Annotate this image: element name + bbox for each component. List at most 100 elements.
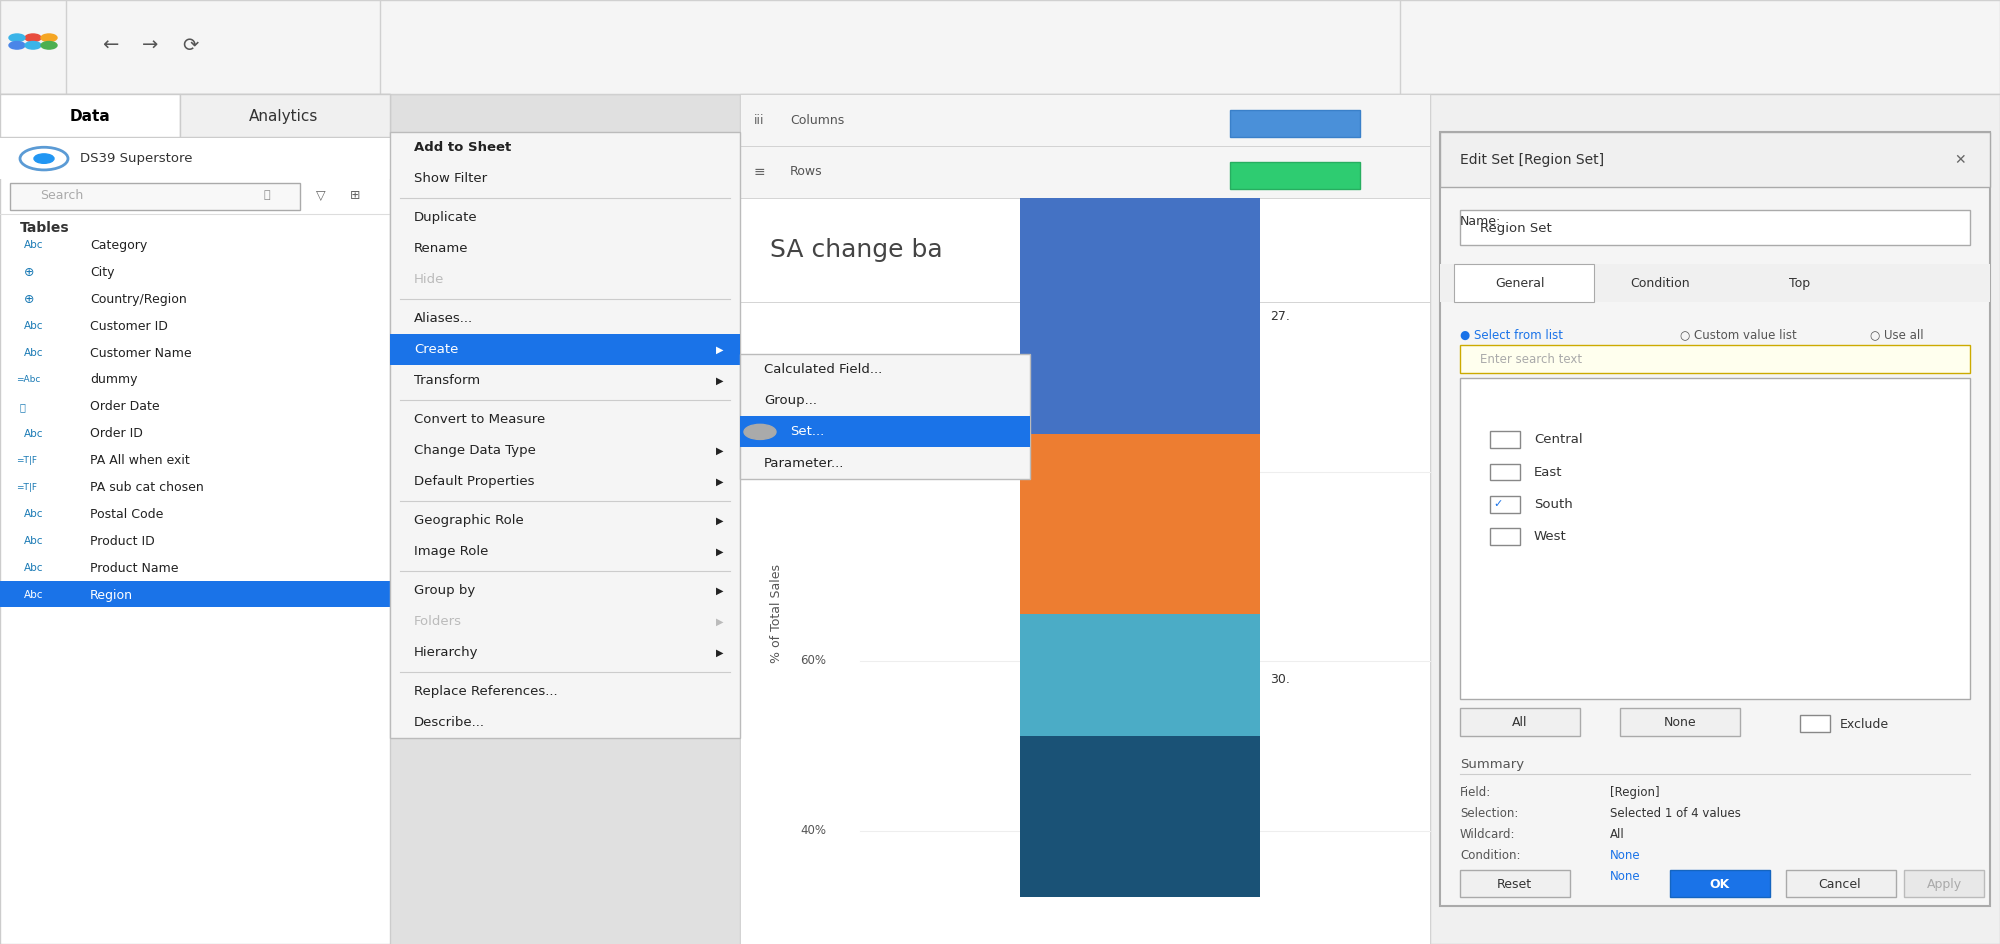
Text: Geographic Role: Geographic Role [414,514,524,527]
Text: Region: Region [90,589,132,601]
Bar [1460,378,1970,699]
Text: Tables: Tables [20,222,70,235]
Text: ▶: ▶ [716,446,724,456]
Text: East: East [1534,465,1562,479]
Text: Abc: Abc [24,590,44,600]
Text: 30.: 30. [1270,673,1290,686]
Text: ● Select from list: ● Select from list [1460,329,1564,342]
Text: Group by: Group by [414,584,476,597]
Bar [1490,496,1520,513]
Text: Central: Central [1534,433,1582,447]
Text: ⊕: ⊕ [24,266,34,278]
Bar [0,94,390,944]
Text: Rows: Rows [790,165,822,178]
Text: Describe...: Describe... [414,716,486,729]
Text: General: General [1496,277,1544,290]
Text: Search: Search [40,189,84,202]
Text: Name:: Name: [1460,215,1502,228]
Text: Change Data Type: Change Data Type [414,445,536,457]
Bar [380,0,1400,94]
Bar [1490,464,1520,480]
Bar [740,354,1030,479]
Bar [740,94,1430,944]
Bar [1904,870,1984,897]
Text: =T|F: =T|F [16,483,36,492]
Bar [1020,198,1260,434]
Text: Convert to Measure: Convert to Measure [414,413,546,426]
Text: =T|F: =T|F [16,456,36,465]
Text: Show Filter: Show Filter [414,173,488,185]
Circle shape [10,42,24,49]
Text: None: None [1610,869,1640,883]
Text: Edit Set [Region Set]: Edit Set [Region Set] [1460,154,1604,167]
Text: Region Set: Region Set [1480,222,1552,235]
Text: Parameter...: Parameter... [764,457,844,469]
Text: ⟳: ⟳ [182,36,198,55]
Bar [1230,162,1360,189]
Bar [1440,264,1990,302]
Bar [1786,870,1896,897]
Text: Abc: Abc [24,321,44,331]
Text: Apply: Apply [1926,878,1962,891]
Text: Hierarchy: Hierarchy [414,647,478,659]
Text: PA All when exit: PA All when exit [90,454,190,467]
Bar [0,94,180,137]
Text: City: City [90,266,114,278]
Text: 🔍: 🔍 [264,191,270,200]
Circle shape [40,42,56,49]
Bar [1460,870,1570,897]
Bar [1460,210,1970,245]
Bar [1670,870,1770,897]
Bar [1490,528,1520,545]
Bar [1490,431,1520,448]
Bar [740,302,1430,944]
Bar [180,94,390,137]
Bar [0,582,390,607]
Text: Order Date: Order Date [90,400,160,413]
Text: Abc: Abc [24,564,44,573]
Text: Abc: Abc [24,241,44,250]
Text: Data: Data [70,109,110,124]
Text: Postal Code: Postal Code [90,508,164,521]
Text: ⊕: ⊕ [24,293,34,306]
Text: ○ Custom value list: ○ Custom value list [1680,329,1796,342]
Bar [1020,614,1260,736]
Bar [740,146,1430,198]
Text: Add to Sheet: Add to Sheet [414,142,512,154]
Bar [1800,715,1830,732]
Text: Abc: Abc [24,536,44,547]
Text: Columns: Columns [790,114,844,127]
Circle shape [24,34,40,42]
Text: →: → [142,36,158,55]
Text: Abc: Abc [24,348,44,358]
Bar [1020,736,1260,897]
Text: Folders: Folders [414,615,462,628]
Text: ▶: ▶ [716,648,724,658]
Text: 80%: 80% [800,465,826,479]
Text: Order ID: Order ID [90,428,142,440]
Text: ▶: ▶ [716,477,724,487]
Text: None: None [1610,849,1640,862]
Text: 27.: 27. [1270,310,1290,323]
Text: iii: iii [754,114,764,127]
Text: All: All [1610,828,1624,841]
Text: Duplicate: Duplicate [414,211,478,224]
Text: Customer Name: Customer Name [90,346,192,360]
Circle shape [24,42,40,49]
Bar [1454,264,1594,302]
Bar [740,94,1430,146]
Text: Create: Create [414,344,458,356]
Circle shape [40,34,56,42]
Bar [390,132,740,738]
Text: Image Role: Image Role [414,546,488,558]
Text: Analytics: Analytics [250,109,318,124]
Text: Wildcard:: Wildcard: [1460,828,1516,841]
Text: Default Properties: Default Properties [414,476,534,488]
Bar [1440,132,1990,906]
Text: [Region]: [Region] [1610,786,1660,800]
Bar [740,198,1430,302]
Bar [1440,132,1990,187]
Bar [0,138,390,179]
Text: Aliases...: Aliases... [414,312,474,325]
Text: Field:: Field: [1460,786,1492,800]
